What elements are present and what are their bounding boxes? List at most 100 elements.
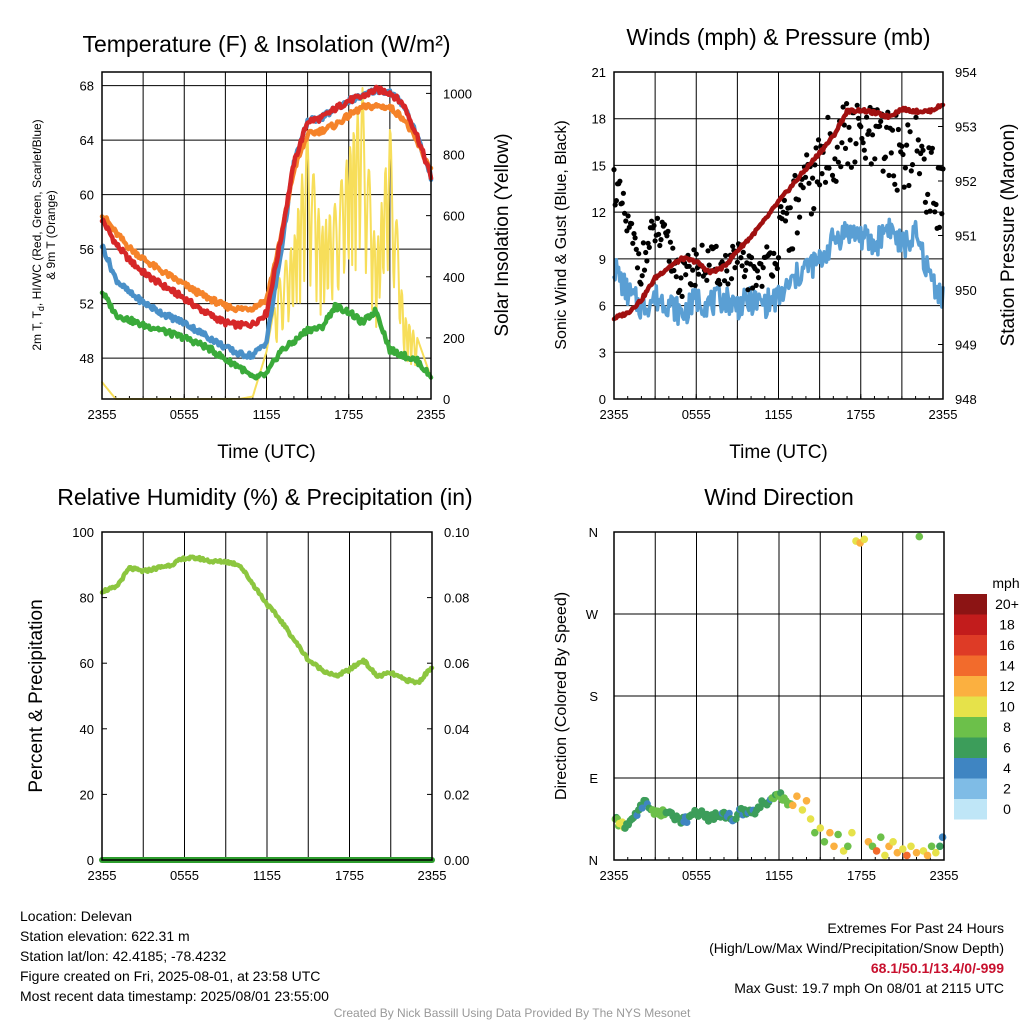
legend-swatch — [954, 614, 987, 635]
gust-point — [738, 255, 744, 261]
gust-point — [657, 242, 663, 249]
gust-point — [880, 168, 886, 174]
gust-point — [787, 205, 793, 211]
direction-point — [927, 842, 936, 851]
x-tick-label: 2355 — [929, 407, 958, 422]
legend-swatch — [954, 717, 987, 738]
y2-tick-label: 0.08 — [444, 591, 469, 606]
legend-label: 14 — [999, 658, 1015, 674]
legend-label: 10 — [999, 699, 1015, 715]
gust-point — [699, 242, 705, 248]
gust-point — [704, 277, 710, 283]
y2-axis-label: Station Pressure (Maroon) — [998, 124, 1019, 347]
y2-tick-label: 951 — [955, 229, 977, 244]
direction-point — [834, 830, 842, 839]
x-tick-label: 1755 — [847, 868, 876, 883]
x-tick-label: 2355 — [418, 868, 447, 883]
gust-point — [641, 267, 648, 273]
gust-point — [654, 215, 661, 221]
y-tick-label: 40 — [80, 722, 94, 737]
gust-point — [619, 200, 625, 206]
gust-point — [725, 281, 731, 287]
gust-point — [919, 143, 925, 149]
legend-swatch — [954, 655, 987, 676]
gust-point — [802, 174, 809, 180]
y-tick-label: 64 — [80, 133, 94, 148]
gust-point — [724, 268, 730, 274]
gust-point — [794, 230, 800, 236]
direction-point — [683, 818, 691, 827]
x-tick-label: 0555 — [682, 407, 711, 422]
gust-point — [908, 168, 914, 174]
gust-point — [630, 240, 636, 246]
gust-point — [797, 214, 803, 220]
gust-point — [673, 274, 679, 280]
gust-point — [936, 224, 943, 230]
direction-point — [816, 824, 825, 832]
plot-frame — [101, 71, 432, 400]
direction-point — [899, 845, 907, 853]
y2-tick-label: 0.10 — [444, 525, 469, 540]
gust-point — [741, 274, 748, 280]
legend-swatch — [954, 758, 987, 779]
gust-point — [844, 101, 850, 107]
y-axis-label: Direction (Colored By Speed) — [553, 592, 570, 800]
gust-point — [900, 151, 906, 158]
max-gust-text: Max Gust: 19.7 mph On 08/01 at 2115 UTC — [734, 980, 1004, 996]
y-tick-label: 60 — [80, 656, 94, 671]
gust-point — [643, 249, 649, 256]
y2-tick-label: 948 — [955, 392, 977, 407]
temperature-panel: 2355 0555 1155 1755 2355 48 52 56 60 64 68 0 200 400 6… — [30, 31, 513, 463]
y-tick-label: 80 — [80, 591, 94, 606]
gust-point — [826, 165, 832, 171]
gust-point — [904, 142, 910, 148]
series-line — [99, 101, 434, 314]
gust-point — [877, 123, 883, 129]
x-tick-label: 2355 — [88, 868, 117, 883]
direction-point — [806, 815, 815, 823]
gust-point — [656, 231, 662, 237]
gust-point — [652, 238, 658, 244]
x-tick-label: 1755 — [334, 407, 363, 422]
direction-point — [638, 804, 646, 812]
direction-point — [826, 828, 834, 837]
gust-point — [658, 237, 664, 243]
y-axis-label-2: & 9m T (Orange) — [44, 190, 58, 280]
gust-point — [916, 171, 923, 177]
gust-point — [813, 145, 819, 151]
gust-point — [625, 213, 631, 219]
extremes-title: Extremes For Past 24 Hours — [827, 920, 1004, 936]
y-tick-label: 60 — [80, 188, 94, 203]
legend-label: 20+ — [995, 596, 1019, 612]
y-tick-label: 6 — [599, 299, 606, 314]
gust-point — [846, 124, 852, 130]
gust-point — [734, 259, 741, 265]
y2-tick-label: 1000 — [443, 86, 472, 101]
gust-point — [661, 222, 668, 228]
x-tick-label: 1155 — [253, 868, 281, 883]
station-info: Location: Delevan Station elevation: 622… — [20, 906, 329, 1006]
gust-point — [889, 127, 896, 133]
y-tick-label: 100 — [72, 525, 94, 540]
legend-swatch — [954, 635, 987, 656]
gust-point — [730, 243, 736, 249]
x-tick-label: 1755 — [846, 407, 875, 422]
y2-tick-label: 0 — [443, 392, 450, 407]
gust-point — [806, 180, 812, 186]
y2-tick-label: 800 — [443, 148, 465, 163]
gust-point — [775, 255, 782, 261]
y-tick-label: N — [589, 853, 598, 868]
y2-tick-label: 954 — [955, 65, 977, 80]
gust-point — [872, 156, 878, 162]
legend-swatch — [954, 696, 987, 717]
direction-point — [915, 532, 924, 541]
gust-point — [869, 132, 876, 138]
gust-point — [800, 185, 806, 191]
x-tick-label: 0555 — [170, 868, 199, 883]
gust-point — [839, 140, 845, 146]
gust-point — [760, 265, 766, 271]
x-axis-label: Time (UTC) — [729, 442, 828, 463]
gust-point — [645, 240, 651, 246]
y-tick-label: 21 — [592, 65, 606, 80]
gust-point — [617, 178, 623, 184]
